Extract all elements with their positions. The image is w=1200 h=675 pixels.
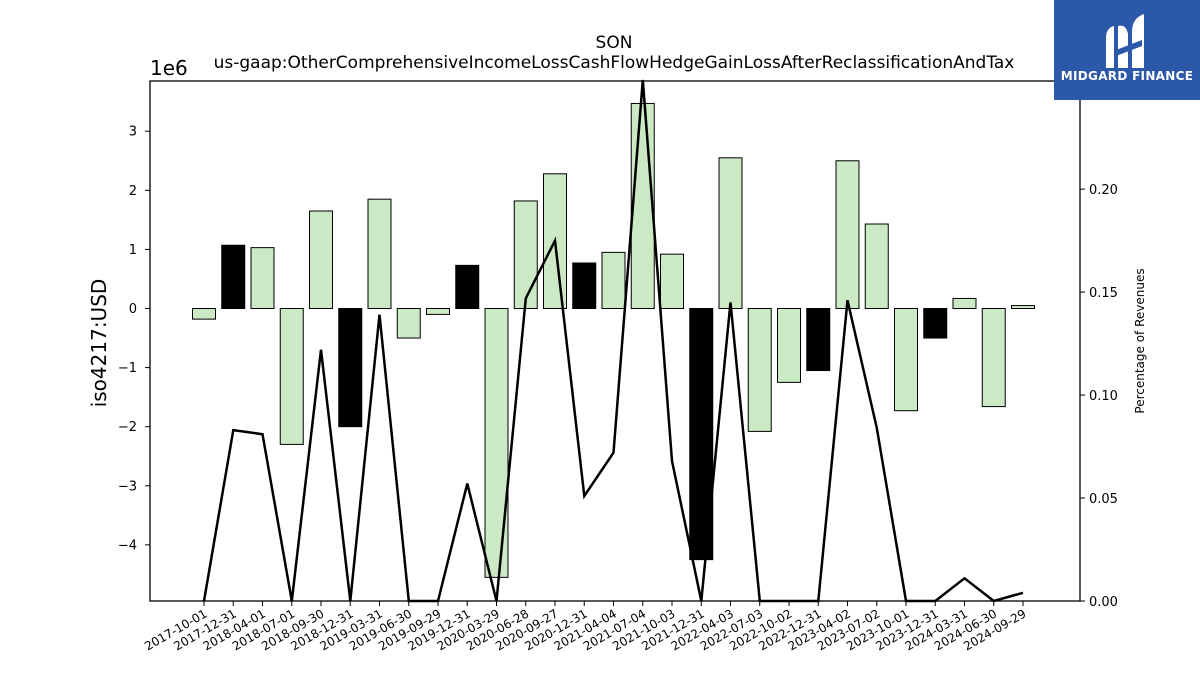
bar bbox=[864, 223, 889, 309]
bar bbox=[309, 210, 333, 309]
midgard-logo-icon bbox=[1106, 14, 1144, 68]
chart-subtitle: us-gaap:OtherComprehensiveIncomeLossCash… bbox=[214, 53, 1015, 73]
brand-logo: MIDGARD FINANCE bbox=[1054, 0, 1200, 100]
y-tick-label: −2 bbox=[118, 420, 137, 435]
bar bbox=[279, 308, 304, 445]
bar bbox=[689, 308, 714, 561]
bar bbox=[923, 308, 948, 339]
bar bbox=[952, 297, 977, 310]
y2-tick-label: 0.00 bbox=[1089, 595, 1118, 610]
logo-text: MIDGARD FINANCE bbox=[1060, 69, 1194, 83]
bar bbox=[630, 102, 655, 309]
y-tick-label: 2 bbox=[129, 184, 137, 199]
y2-tick-label: 0.15 bbox=[1089, 286, 1118, 301]
y-tick-label: 3 bbox=[129, 125, 137, 140]
y2-tick-label: 0.20 bbox=[1089, 183, 1118, 198]
bar bbox=[777, 308, 801, 383]
bar bbox=[192, 308, 216, 320]
percentage-line bbox=[202, 79, 1024, 603]
bar bbox=[221, 244, 246, 309]
y-axis-label: iso4217:USD bbox=[87, 279, 111, 408]
bar bbox=[338, 308, 363, 428]
bar bbox=[426, 308, 450, 315]
bar bbox=[396, 308, 421, 339]
bar bbox=[835, 160, 860, 309]
bar bbox=[572, 262, 597, 309]
axes-layer: −4−3−2−101230.000.050.100.150.200.252017… bbox=[118, 80, 1118, 653]
bars-layer bbox=[192, 102, 1035, 578]
bar bbox=[250, 247, 275, 310]
bar bbox=[455, 264, 480, 310]
bar bbox=[367, 198, 392, 310]
y-tick-label: −4 bbox=[118, 538, 137, 553]
plot-frame bbox=[149, 80, 1081, 602]
y2-tick-label: 0.10 bbox=[1089, 389, 1118, 404]
bar bbox=[981, 308, 1006, 408]
y-tick-label: 1 bbox=[129, 243, 137, 258]
y2-tick-label: 0.05 bbox=[1089, 492, 1118, 507]
y-tick-label: −1 bbox=[118, 361, 137, 376]
bar bbox=[747, 308, 772, 432]
bar bbox=[718, 157, 743, 309]
y-tick-label: 0 bbox=[129, 302, 137, 317]
y-tick-label: −3 bbox=[118, 479, 137, 494]
bar bbox=[660, 253, 684, 310]
bar bbox=[894, 308, 918, 412]
bar bbox=[601, 251, 626, 309]
line-layer bbox=[202, 79, 1024, 603]
y2-axis-label: Percentage of Revenues bbox=[1133, 268, 1147, 413]
bar bbox=[484, 308, 509, 578]
y-offset-label: 1e6 bbox=[150, 56, 188, 80]
bar bbox=[806, 308, 831, 372]
bar bbox=[1011, 305, 1035, 309]
chart-title: SON bbox=[596, 33, 633, 53]
bar bbox=[513, 200, 538, 309]
